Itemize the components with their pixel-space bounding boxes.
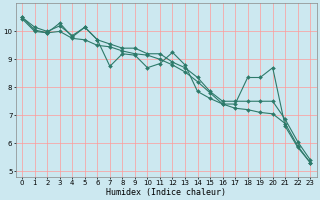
X-axis label: Humidex (Indice chaleur): Humidex (Indice chaleur) bbox=[106, 188, 226, 197]
